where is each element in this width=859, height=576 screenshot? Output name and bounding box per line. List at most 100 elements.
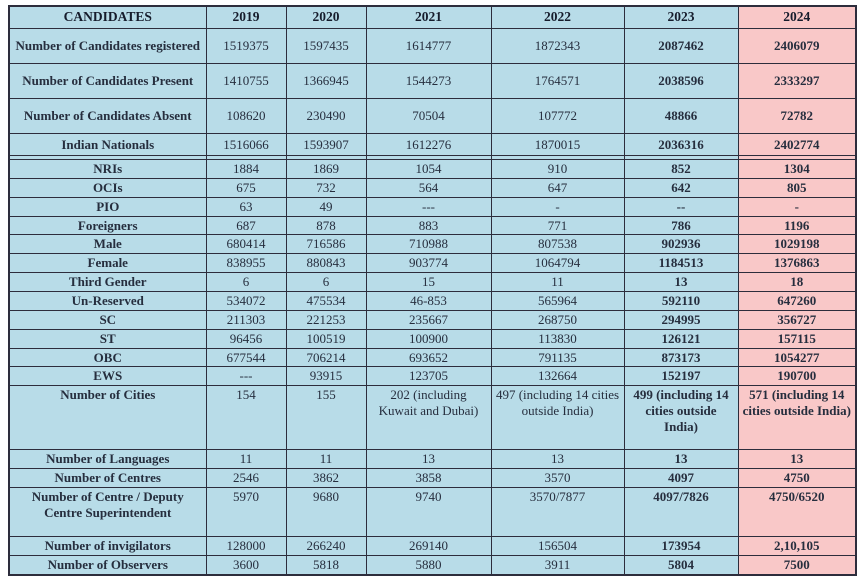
cell-2021: 3858 <box>365 468 492 489</box>
cell-2024: 647260 <box>737 291 857 311</box>
cell-2023: 294995 <box>623 309 739 330</box>
cell-2023: 499 (including 14 cities outside India) <box>623 385 739 451</box>
table-row: Un-Reserved 534072 475534 46-853 565964 59211… <box>8 291 857 311</box>
table-row: SC 211303 221253 235667 268750 294995 356727 <box>8 309 857 330</box>
cell-2023: 4097/7826 <box>623 487 739 538</box>
cell-2024: 18 <box>737 272 857 293</box>
cell-2024: 805 <box>737 177 857 198</box>
cell-2021: 123705 <box>365 366 492 387</box>
cell-2020: 221253 <box>285 309 367 330</box>
cell-2024: 4750/6520 <box>737 487 857 538</box>
cell-2022: 156504 <box>490 536 625 556</box>
cell-2020: 475534 <box>285 291 367 311</box>
column-header-2020: 2020 <box>285 5 367 29</box>
cell-2024: 1376863 <box>737 253 857 274</box>
cell-2022: 497 (including 14 cities outside India) <box>490 385 625 451</box>
table-row: Number of Centres 2546 3862 3858 3570 4097 475… <box>8 468 857 489</box>
cell-2024: 157115 <box>737 328 857 349</box>
cell-2022: 565964 <box>490 291 625 311</box>
cell-2021: 15 <box>365 272 492 293</box>
cell-2023: 13 <box>623 272 739 293</box>
table-row: Male 680414 716586 710988 807538 902936 102919… <box>8 234 857 255</box>
row-label: Male <box>8 234 207 255</box>
table-row: Number of Observers 3600 5818 5880 3911 5804 7… <box>8 554 857 576</box>
row-label: EWS <box>8 366 207 387</box>
row-label: Number of Observers <box>8 554 207 576</box>
candidates-statistics-table-container: CANDIDATES 2019 2020 2021 2022 2023 2024 Numbe… <box>8 5 857 576</box>
table-row: Number of Centre / Deputy Centre Superin… <box>8 487 857 538</box>
cell-2021: 903774 <box>365 253 492 274</box>
cell-2020: 716586 <box>285 234 367 255</box>
table-row: Number of Candidates Present 1410755 13669… <box>8 63 857 99</box>
cell-2019: 687 <box>205 215 287 236</box>
cell-2019: --- <box>205 366 287 387</box>
cell-2021: 202 (including Kuwait and Dubai) <box>365 385 492 451</box>
table-row: EWS --- 93915 123705 132664 152197 190700 <box>8 366 857 387</box>
cell-2022: 1064794 <box>490 253 625 274</box>
row-label: Number of invigilators <box>8 536 207 556</box>
cell-2021: 1054 <box>365 159 492 179</box>
table-row: Female 838955 880843 903774 1064794 1184513 13… <box>8 253 857 274</box>
cell-2024: 1029198 <box>737 234 857 255</box>
cell-2020: 230490 <box>285 98 367 134</box>
row-label: Foreigners <box>8 215 207 236</box>
table-row: OCIs 675 732 564 647 642 805 <box>8 177 857 198</box>
row-label: ST <box>8 328 207 349</box>
cell-2023: 152197 <box>623 366 739 387</box>
row-label: Number of Centres <box>8 468 207 489</box>
cell-2022: 268750 <box>490 309 625 330</box>
row-label: PIO <box>8 196 207 217</box>
cell-2019: 63 <box>205 196 287 217</box>
cell-2023: 2038596 <box>623 63 739 99</box>
table-row: Number of Languages 11 11 13 13 13 13 <box>8 449 857 470</box>
column-header-2021: 2021 <box>365 5 492 29</box>
cell-2019: 6 <box>205 272 287 293</box>
table-row: Number of Candidates registered 1519375 15… <box>8 28 857 64</box>
cell-2024: 190700 <box>737 366 857 387</box>
table-row: Number of Candidates Absent 108620 230490 7… <box>8 98 857 134</box>
cell-2023: 5804 <box>623 554 739 576</box>
cell-2019: 96456 <box>205 328 287 349</box>
separator-cell <box>737 155 857 160</box>
cell-2023: 4097 <box>623 468 739 489</box>
cell-2021: 235667 <box>365 309 492 330</box>
cell-2020: 3862 <box>285 468 367 489</box>
cell-2021: 70504 <box>365 98 492 134</box>
cell-2019: 1884 <box>205 159 287 179</box>
cell-2022: 771 <box>490 215 625 236</box>
cell-2021: 5880 <box>365 554 492 576</box>
cell-2021: 693652 <box>365 347 492 368</box>
row-label: OBC <box>8 347 207 368</box>
cell-2019: 2546 <box>205 468 287 489</box>
cell-2019: 108620 <box>205 98 287 134</box>
cell-2024: 72782 <box>737 98 857 134</box>
cell-2022: 3570 <box>490 468 625 489</box>
column-header-candidates: CANDIDATES <box>8 5 207 29</box>
cell-2019: 11 <box>205 449 287 470</box>
cell-2021: 1614777 <box>365 28 492 64</box>
cell-2020: 1597435 <box>285 28 367 64</box>
cell-2024: 13 <box>737 449 857 470</box>
column-header-2022: 2022 <box>490 5 625 29</box>
cell-2020: 6 <box>285 272 367 293</box>
cell-2020: 155 <box>285 385 367 451</box>
cell-2021: 100900 <box>365 328 492 349</box>
cell-2024: - <box>737 196 857 217</box>
row-label: Number of Candidates Absent <box>8 98 207 134</box>
table-row: Indian Nationals 1516066 1593907 1612276 187… <box>8 133 857 156</box>
cell-2021: --- <box>365 196 492 217</box>
cell-2024: 4750 <box>737 468 857 489</box>
cell-2019: 675 <box>205 177 287 198</box>
cell-2021: 710988 <box>365 234 492 255</box>
cell-2019: 154 <box>205 385 287 451</box>
cell-2023: -- <box>623 196 739 217</box>
cell-2020: 266240 <box>285 536 367 556</box>
cell-2023: 2036316 <box>623 133 739 156</box>
cell-2023: 2087462 <box>623 28 739 64</box>
row-label: Indian Nationals <box>8 133 207 156</box>
cell-2023: 1184513 <box>623 253 739 274</box>
table-row: PIO 63 49 --- - -- - <box>8 196 857 217</box>
cell-2020: 9680 <box>285 487 367 538</box>
cell-2022: 1872343 <box>490 28 625 64</box>
cell-2020: 1593907 <box>285 133 367 156</box>
